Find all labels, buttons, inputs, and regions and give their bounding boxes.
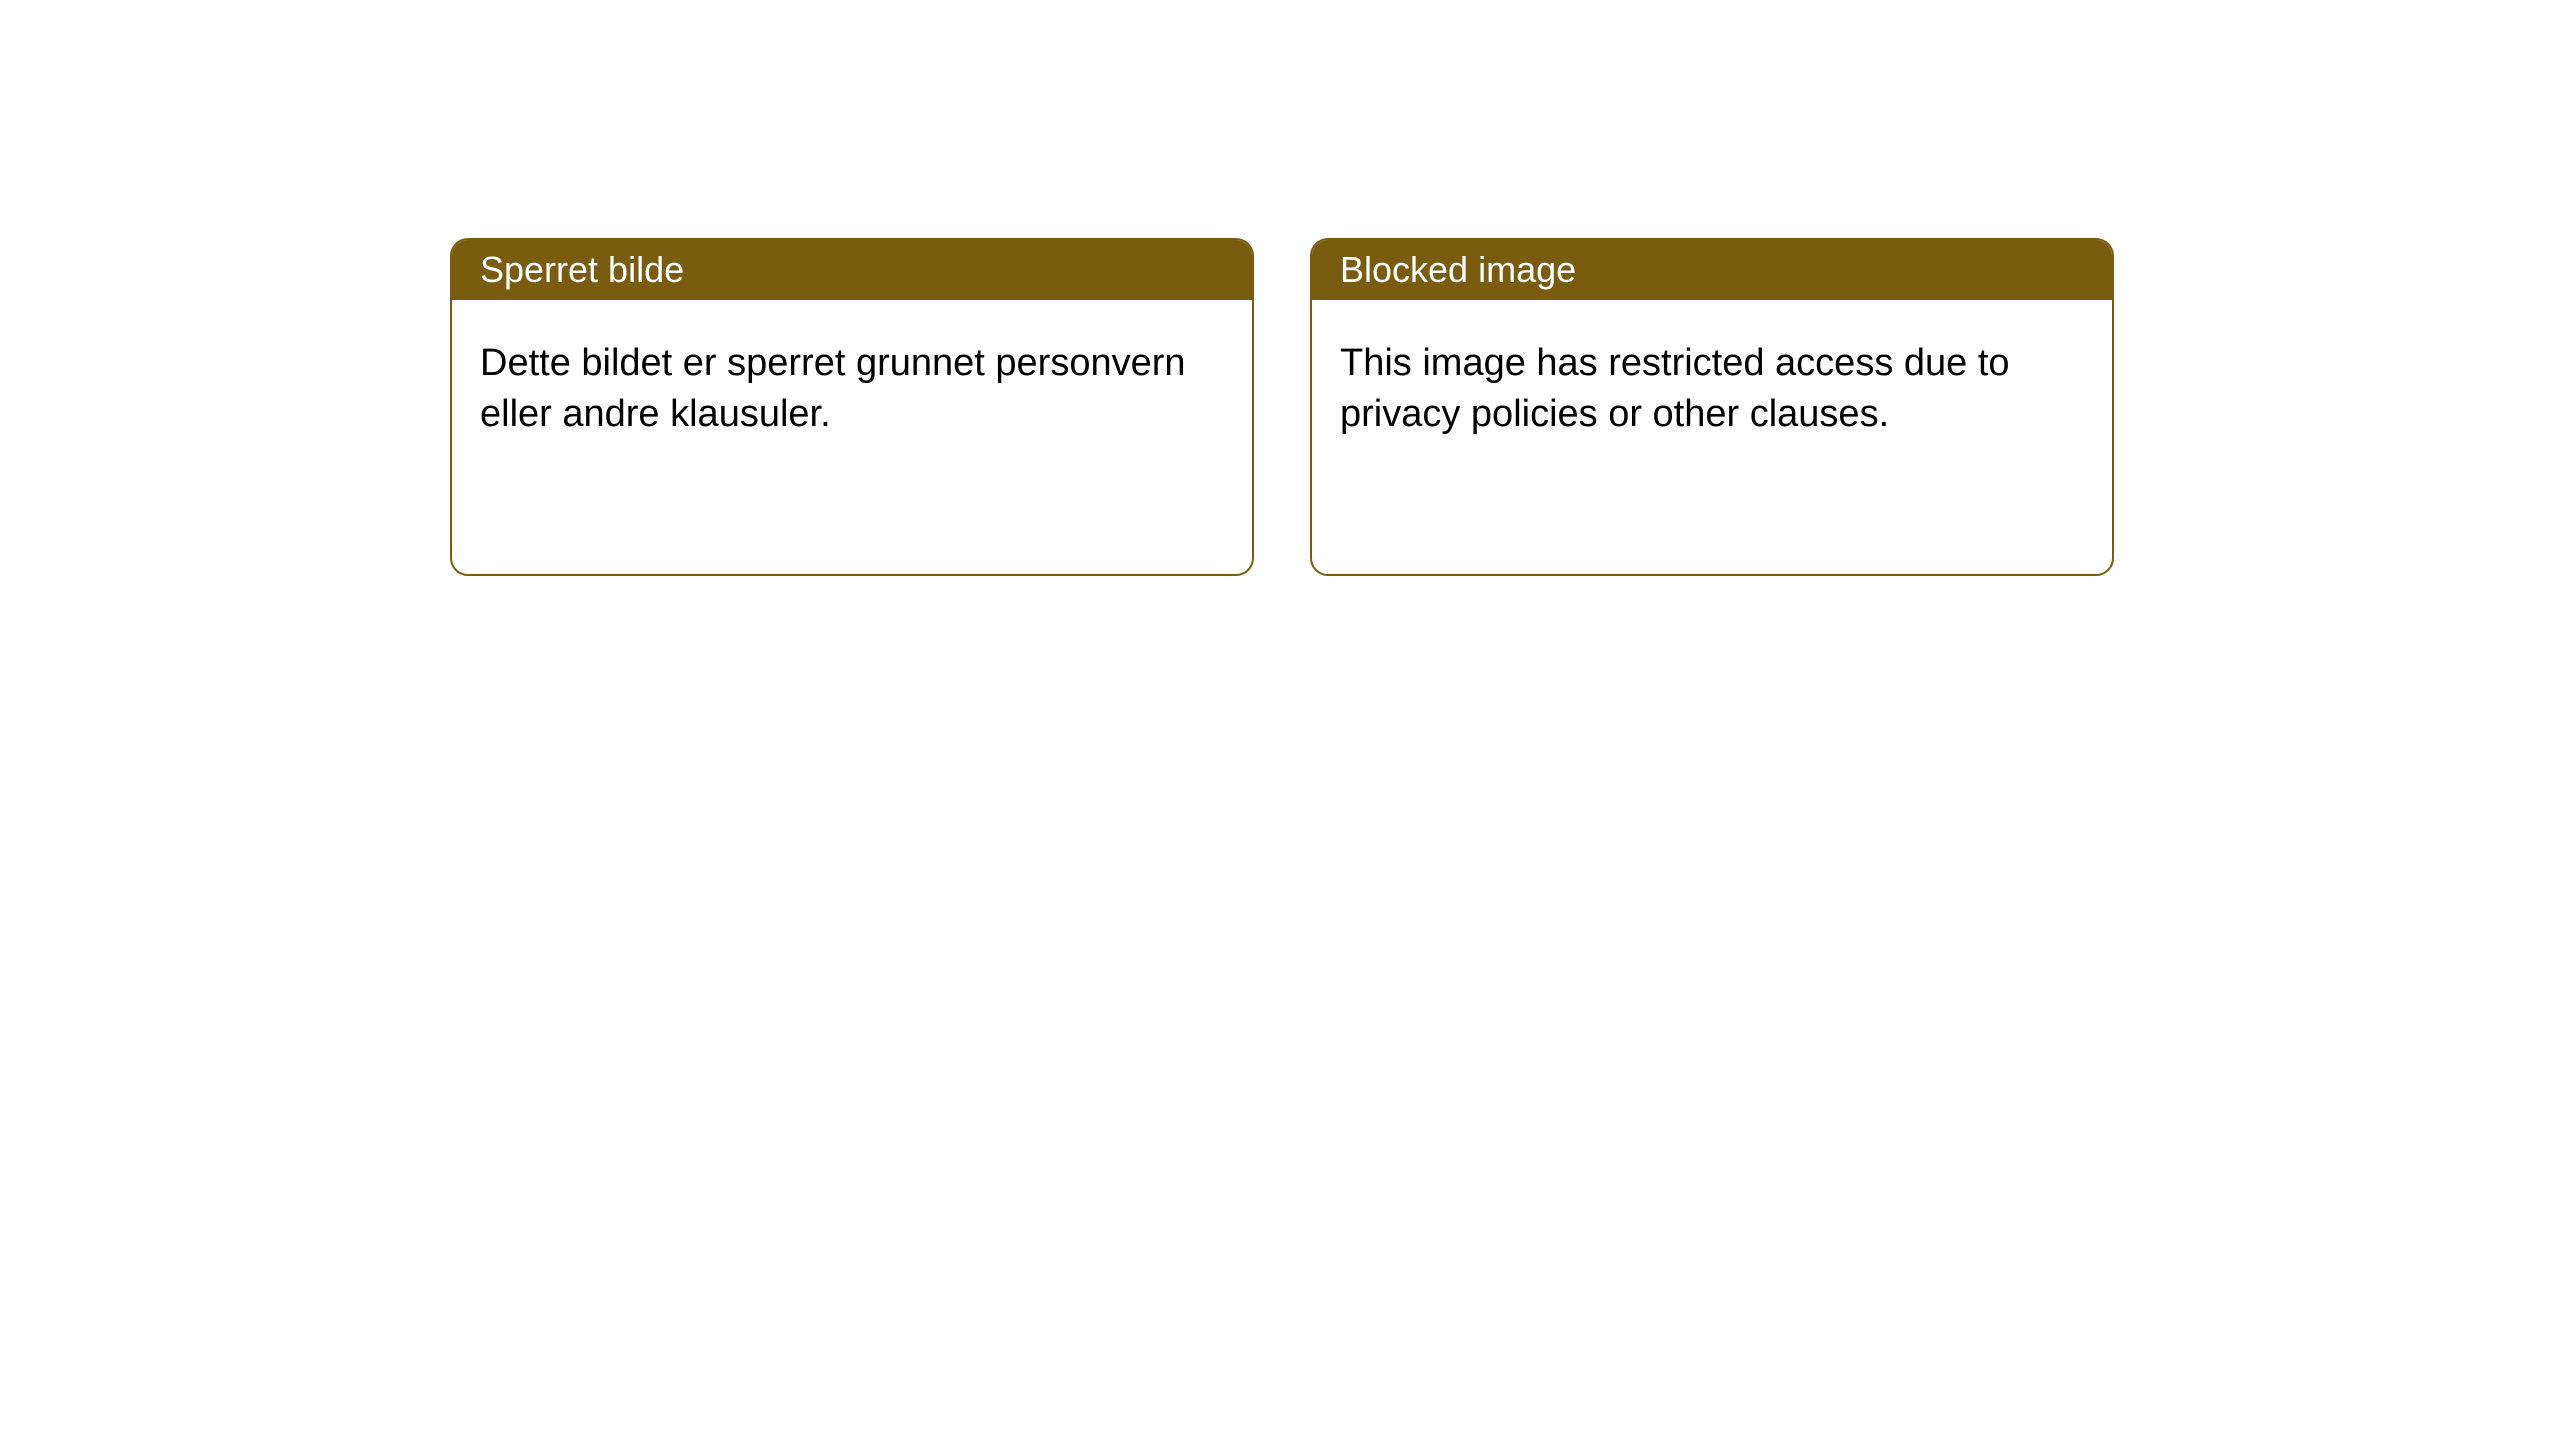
card-body: Dette bildet er sperret grunnet personve…	[452, 300, 1252, 479]
card-body-text: Dette bildet er sperret grunnet personve…	[480, 342, 1186, 435]
card-header-text: Blocked image	[1340, 249, 1576, 291]
card-body: This image has restricted access due to …	[1312, 300, 2112, 479]
card-header-text: Sperret bilde	[480, 249, 684, 291]
card-body-text: This image has restricted access due to …	[1340, 342, 2010, 435]
notice-cards-container: Sperret bilde Dette bildet er sperret gr…	[450, 238, 2114, 576]
card-header: Sperret bilde	[452, 240, 1252, 300]
blocked-image-card-en: Blocked image This image has restricted …	[1310, 238, 2114, 576]
card-header: Blocked image	[1312, 240, 2112, 300]
blocked-image-card-no: Sperret bilde Dette bildet er sperret gr…	[450, 238, 1254, 576]
